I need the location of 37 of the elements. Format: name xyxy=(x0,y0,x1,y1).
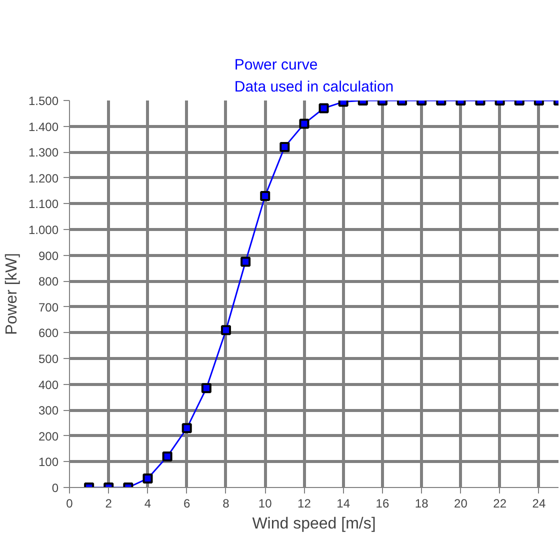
point xyxy=(142,473,153,484)
x-axis-title: Wind speed [m/s] xyxy=(252,516,376,532)
y-tick-label: 1.000 xyxy=(28,223,59,237)
y-tick-label: 1.500 xyxy=(28,94,59,108)
x-tick-label: 24 xyxy=(532,496,546,510)
y-tick-label: 1.100 xyxy=(28,197,59,212)
y-tick-label: 1.300 xyxy=(28,146,59,160)
y-tick-label: 900 xyxy=(38,248,59,263)
x-tick-label: 14 xyxy=(336,496,350,510)
y-tick-label: 1.200 xyxy=(28,171,59,186)
point xyxy=(201,383,212,394)
x-tick-label: 16 xyxy=(376,496,390,510)
x-tick-label: 4 xyxy=(144,496,152,510)
y-tick-label: 400 xyxy=(38,378,59,392)
x-tick-label: 8 xyxy=(222,496,230,510)
point xyxy=(240,256,251,267)
x-tick-label: 12 xyxy=(298,496,312,510)
y-tick-label: 1.400 xyxy=(28,120,59,134)
point xyxy=(220,325,231,336)
x-tick-label: 22 xyxy=(493,496,507,510)
y-axis-title: Power [kW] xyxy=(3,253,20,335)
y-tick-label: 600 xyxy=(38,326,59,340)
y-tick-label: 200 xyxy=(38,429,59,444)
x-tick-label: 0 xyxy=(66,496,74,510)
x-tick-label: 10 xyxy=(258,496,272,510)
x-tick-label: 20 xyxy=(454,496,468,510)
x-tick-label: 6 xyxy=(184,496,191,510)
chart-title: Power curve Data used in calculation xyxy=(234,56,394,96)
y-tick-label: 500 xyxy=(38,352,59,366)
point xyxy=(182,423,192,434)
y-tick-label: 300 xyxy=(38,404,59,418)
y-tick-label: 700 xyxy=(38,300,59,314)
y-tick-label: 0 xyxy=(52,481,59,495)
x-tick-label: 2 xyxy=(105,496,112,510)
x-tick-label: 18 xyxy=(414,496,429,510)
y-tick-label: 800 xyxy=(38,274,59,289)
y-tick-label: 100 xyxy=(38,455,59,470)
